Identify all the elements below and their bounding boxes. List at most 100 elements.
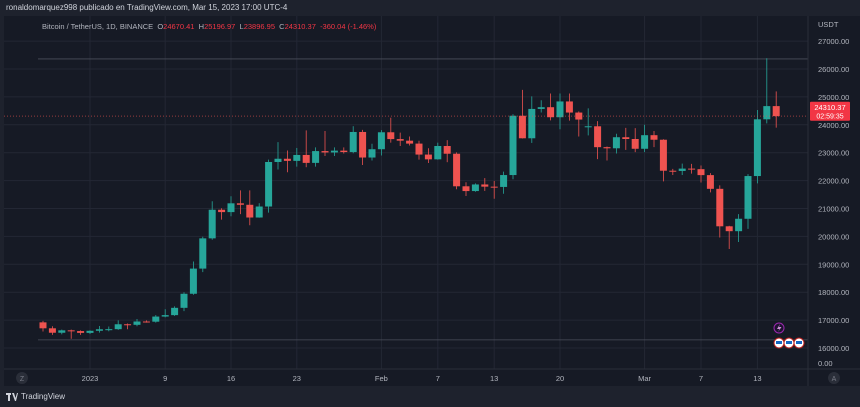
candle[interactable] <box>396 132 404 147</box>
candle[interactable] <box>565 93 573 121</box>
candle[interactable] <box>142 320 150 323</box>
candle[interactable] <box>678 163 686 176</box>
candle[interactable] <box>349 126 357 154</box>
candle[interactable] <box>744 174 752 229</box>
candle[interactable] <box>763 58 771 124</box>
candle[interactable] <box>330 147 338 157</box>
candle[interactable] <box>706 173 714 193</box>
candle[interactable] <box>265 159 273 213</box>
candle[interactable] <box>180 292 188 312</box>
candle[interactable] <box>246 190 254 226</box>
candle-body <box>462 186 470 192</box>
candle[interactable] <box>105 326 113 332</box>
candle[interactable] <box>161 309 169 318</box>
candle[interactable] <box>500 171 508 194</box>
candle[interactable] <box>528 96 536 143</box>
candle[interactable] <box>556 93 564 130</box>
candle[interactable] <box>575 111 583 137</box>
brand-name[interactable]: TradingView <box>21 392 66 401</box>
candle-body <box>406 140 414 144</box>
candle[interactable] <box>594 121 602 160</box>
candle[interactable] <box>688 163 696 174</box>
candle[interactable] <box>735 214 743 242</box>
candle[interactable] <box>406 136 414 146</box>
candle[interactable] <box>133 318 141 327</box>
candle[interactable] <box>218 208 226 220</box>
candle[interactable] <box>716 185 724 238</box>
candle[interactable] <box>725 225 733 249</box>
candle[interactable] <box>227 196 235 217</box>
candle[interactable] <box>302 130 310 168</box>
candle[interactable] <box>669 168 677 176</box>
auto-scale-button[interactable]: A <box>828 372 840 384</box>
candle[interactable] <box>236 190 244 215</box>
zoom-reset-button[interactable]: Z <box>16 372 28 384</box>
candle[interactable] <box>189 261 197 295</box>
candle[interactable] <box>199 236 207 273</box>
candle[interactable] <box>124 323 132 330</box>
candle[interactable] <box>453 152 461 190</box>
candle[interactable] <box>39 320 47 332</box>
time-axis[interactable]: 2023 9 16 23 Feb 7 13 20 Mar 7 13 <box>82 374 762 383</box>
tradingview-logo-icon[interactable] <box>6 392 18 401</box>
candle[interactable] <box>584 108 592 136</box>
candle[interactable] <box>537 100 545 113</box>
lightning-event-icon[interactable] <box>773 322 785 334</box>
candle[interactable] <box>312 147 320 167</box>
candle[interactable] <box>641 124 649 153</box>
candle[interactable] <box>58 329 66 335</box>
candle[interactable] <box>171 306 179 316</box>
candle[interactable] <box>518 89 526 139</box>
candle[interactable] <box>77 330 85 335</box>
candle-body <box>246 204 254 218</box>
candle[interactable] <box>697 165 705 183</box>
candle[interactable] <box>471 183 479 192</box>
candle[interactable] <box>434 142 442 160</box>
candle-body <box>763 106 771 120</box>
candle[interactable] <box>274 142 282 170</box>
high-label: H <box>198 22 205 31</box>
last-price-label: 24310.37 02:59:35 <box>810 101 850 121</box>
candle[interactable] <box>293 147 301 167</box>
candle-body <box>105 329 113 331</box>
candle-body <box>152 316 160 322</box>
time-tick-label: 16 <box>227 374 235 383</box>
time-tick-label: 20 <box>556 374 564 383</box>
candle[interactable] <box>377 130 385 156</box>
zoom-reset-label: Z <box>20 376 25 383</box>
candle[interactable] <box>86 330 94 335</box>
candle[interactable] <box>67 329 75 339</box>
candle[interactable] <box>415 140 423 160</box>
candle[interactable] <box>603 146 611 161</box>
candle[interactable] <box>509 114 517 180</box>
candle[interactable] <box>255 203 263 218</box>
candle[interactable] <box>622 127 630 150</box>
candle[interactable] <box>95 325 103 333</box>
candle[interactable] <box>48 326 56 335</box>
candle[interactable] <box>321 130 329 157</box>
candle[interactable] <box>481 178 489 191</box>
candle[interactable] <box>368 143 376 161</box>
candle[interactable] <box>443 140 451 163</box>
candle[interactable] <box>152 315 160 323</box>
candle[interactable] <box>659 139 667 182</box>
candle[interactable] <box>283 150 291 173</box>
price-axis[interactable]: 27000.00 26000.00 25000.00 24000.00 23000.00… <box>818 37 849 353</box>
candle[interactable] <box>208 201 216 240</box>
candle-body <box>58 330 66 333</box>
candle[interactable] <box>490 180 498 199</box>
candle[interactable] <box>114 320 122 330</box>
candle[interactable] <box>772 91 780 128</box>
candle[interactable] <box>612 133 620 154</box>
economic-event-flags-icon[interactable] <box>773 337 805 349</box>
candle[interactable] <box>424 148 432 164</box>
candle[interactable] <box>359 129 367 165</box>
candle[interactable] <box>340 147 348 154</box>
candle[interactable] <box>753 110 761 184</box>
candle[interactable] <box>631 128 639 153</box>
candle[interactable] <box>462 182 470 196</box>
candle[interactable] <box>650 130 658 148</box>
candle-body <box>274 158 282 162</box>
candle[interactable] <box>387 117 395 143</box>
